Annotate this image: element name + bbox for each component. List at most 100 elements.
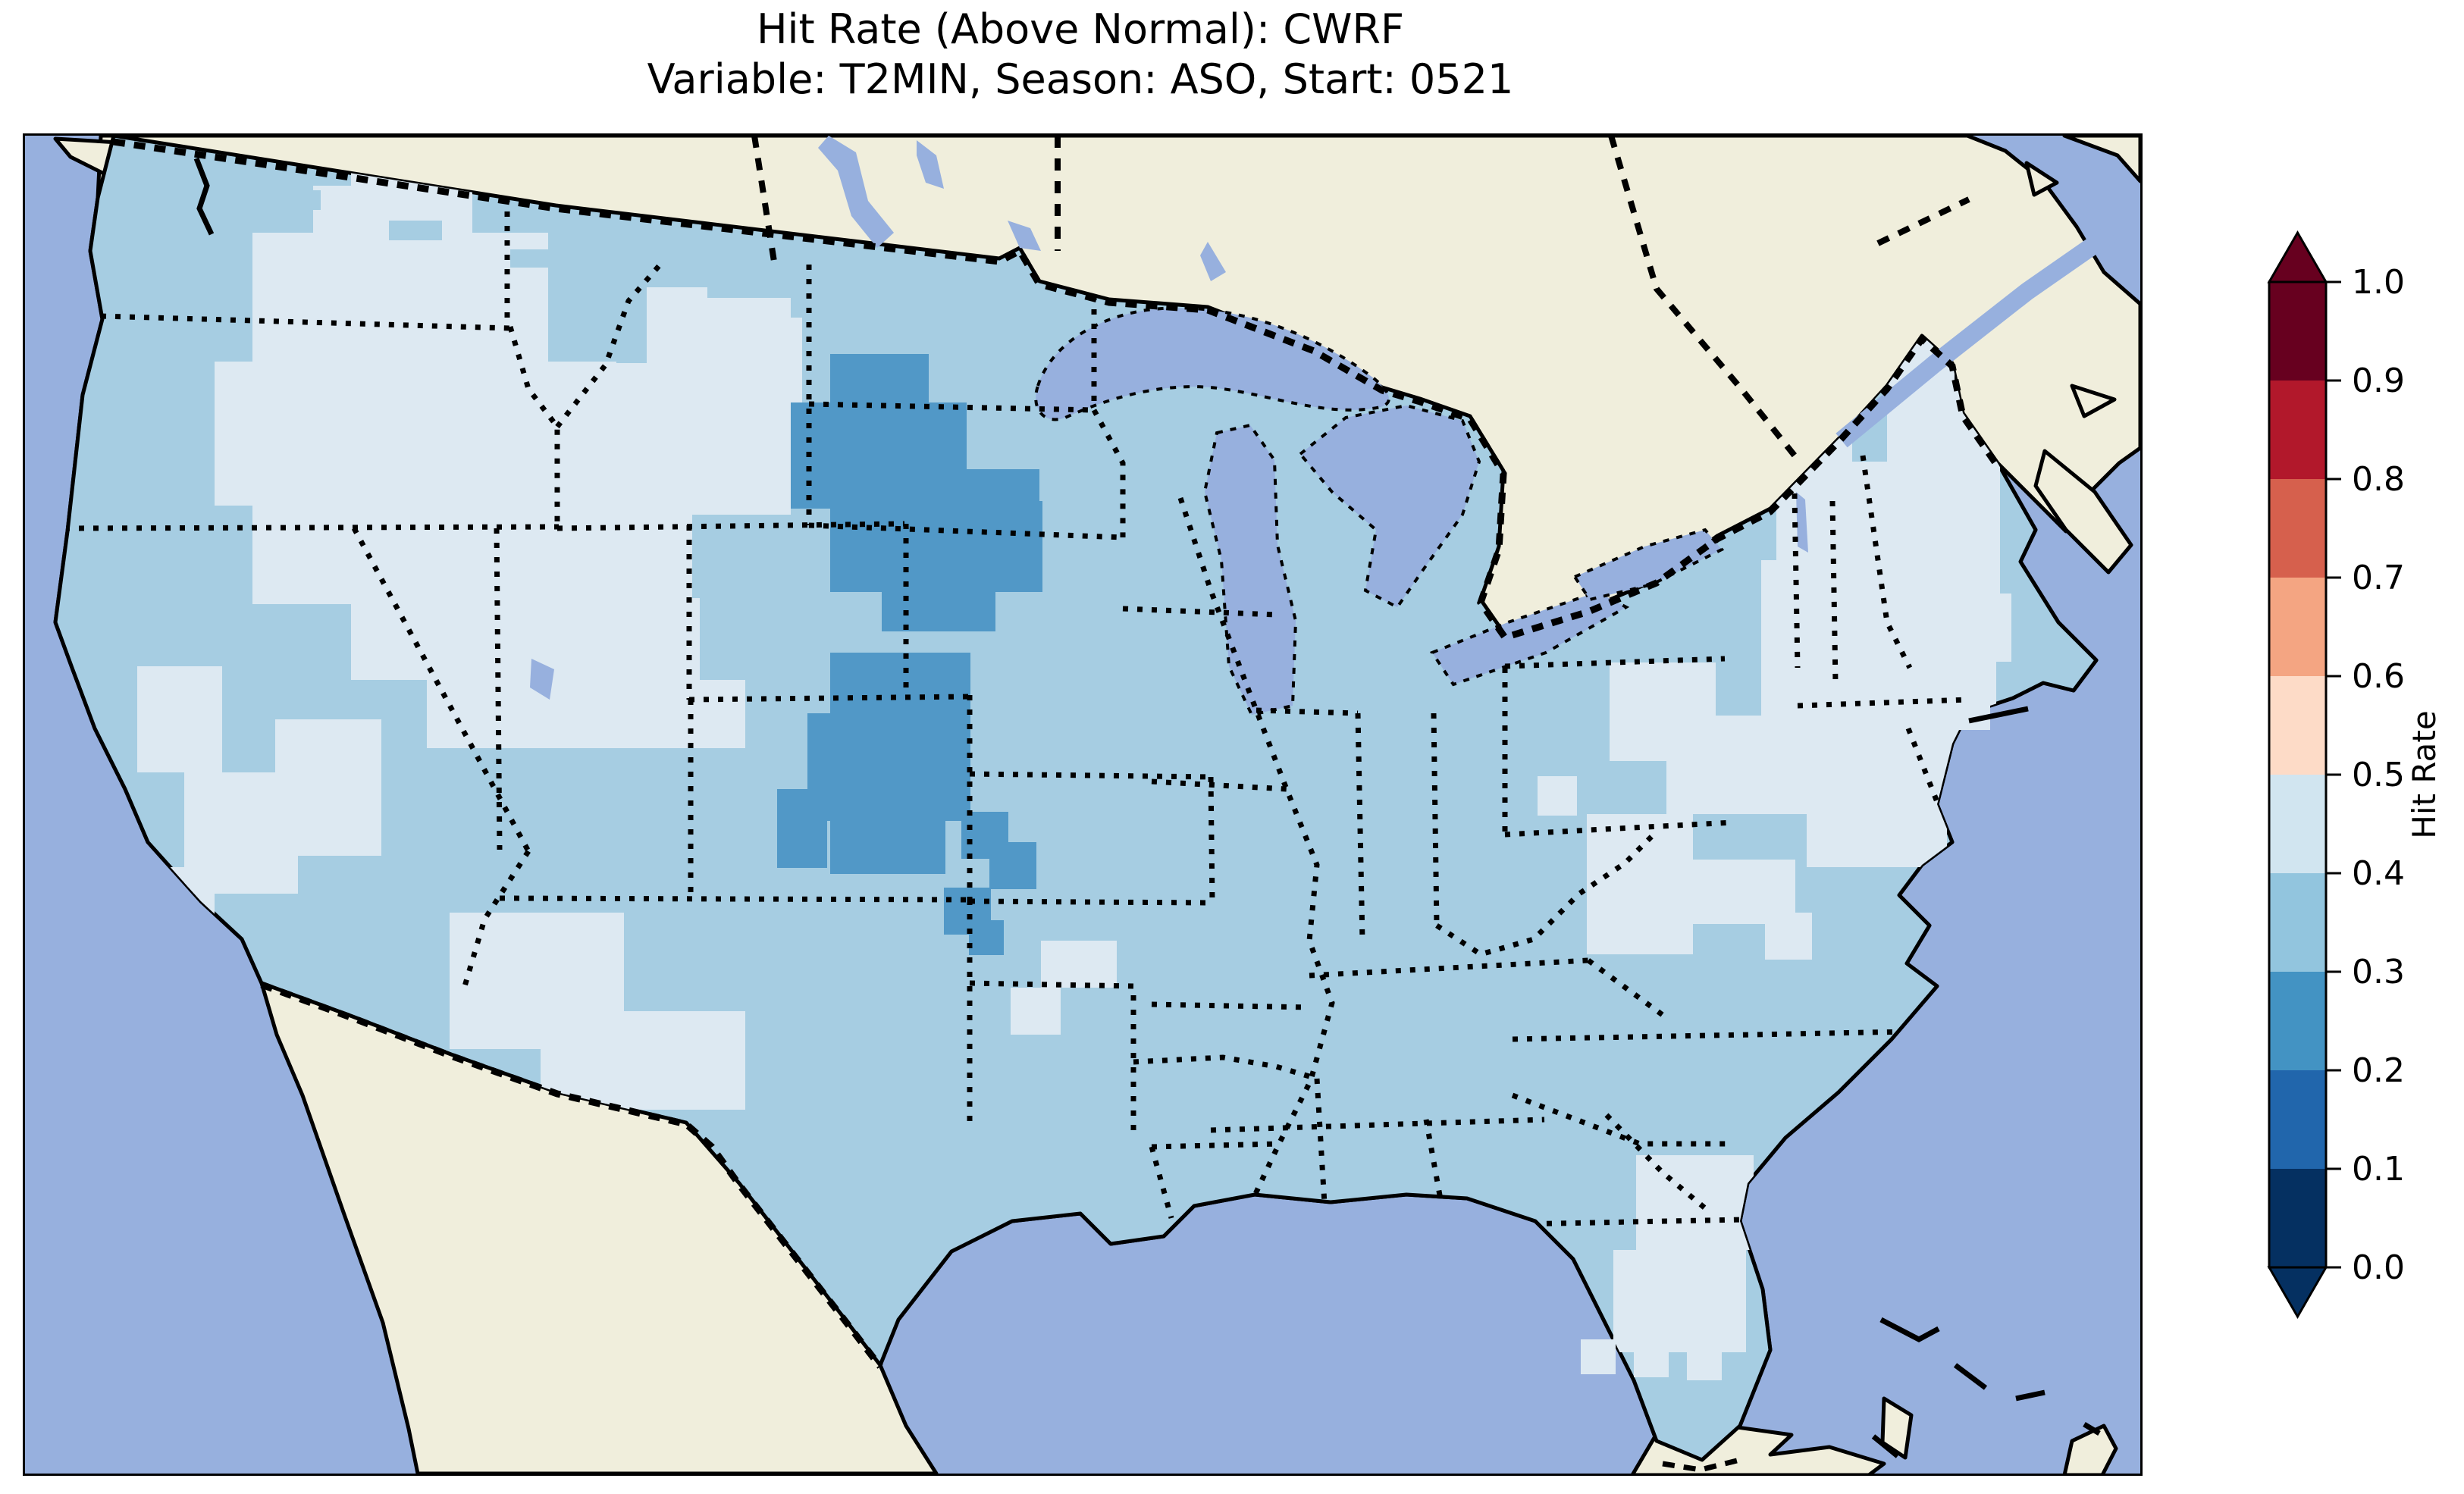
chart-title: Hit Rate (Above Normal): CWRF Variable: …: [23, 5, 2138, 105]
hit-rate-cell: [1538, 776, 1577, 816]
colorbar-bin: [2269, 972, 2326, 1070]
long-island: [1968, 706, 2029, 724]
hit-rate-cell: [791, 402, 967, 509]
canada-province-borders: [751, 136, 1970, 458]
andros-island: [1880, 1396, 1914, 1460]
colorbar-axis-label: Hit Rate: [2406, 710, 2443, 838]
hit-rate-cell: [1041, 941, 1117, 988]
great-lakes: [1034, 306, 1725, 717]
colorbar-bin: [2269, 1070, 2326, 1169]
us-canada-border: [113, 138, 2001, 642]
colorbar-tick-label: 0.3: [2352, 953, 2405, 991]
colorbar-bin: [2269, 578, 2326, 676]
great-salt-lake: [530, 659, 554, 700]
nova-scotia: [2033, 449, 2133, 575]
hit-rate-cell: [275, 719, 381, 856]
hit-rate-cell: [252, 233, 548, 362]
hit-rate-cell: [541, 1011, 745, 1110]
colorbar-tick-label: 0.4: [2352, 854, 2405, 893]
colorbar-bin: [2269, 873, 2326, 972]
bahamas-5: [2083, 1421, 2101, 1436]
hit-rate-cell: [139, 158, 192, 180]
lake-of-the-woods: [1008, 221, 1041, 251]
hit-rate-cell: [1634, 1342, 1669, 1377]
lake-nipigon: [1200, 242, 1226, 281]
region-dakotas-low: [791, 354, 1042, 631]
region-florida-stray-cells: [1581, 1339, 1722, 1380]
bahamas-4: [1871, 1434, 1900, 1458]
colorbar-bin: [2269, 479, 2326, 578]
hit-rate-cell: [1581, 1339, 1616, 1374]
prince-edward-island: [2070, 384, 2117, 418]
hit-rate-cell: [830, 819, 945, 874]
lake-winnipeg: [818, 136, 894, 248]
colorbar-bin: [2269, 676, 2326, 775]
hit-rate-cell: [1966, 594, 2011, 662]
lake-ontario: [1572, 528, 1725, 602]
hit-rate-cell: [268, 190, 321, 210]
st-lawrence-river: [1835, 225, 2117, 448]
newfoundland-corner: [2062, 136, 2140, 183]
hit-rate-cell: [1687, 1345, 1722, 1380]
hit-rate-cell: [510, 249, 571, 268]
colorbar-extend-max-arrow: [2267, 230, 2328, 283]
colorbar-tick-label: 1.0: [2352, 263, 2405, 302]
cuba-east-islet: [2062, 1424, 2118, 1474]
hit-rate-cell: [1765, 913, 1812, 960]
colorbar: 1.0 0.9 0.8 0.7 0.6 0.5 0.4 0.3 0.2 0.1 0.0 Hit Ra…: [2267, 230, 2443, 1320]
hit-rate-cell: [989, 842, 1036, 889]
colorbar-tick-label: 0.6: [2352, 657, 2405, 696]
hit-rate-cell: [777, 789, 827, 868]
bahamas-1: [1879, 1317, 1940, 1342]
hit-rate-cell: [1636, 1155, 1754, 1250]
lake-huron: [1298, 403, 1481, 609]
bahamas-2: [1953, 1363, 1988, 1390]
hit-rate-cell: [1807, 788, 1947, 867]
hit-rate-cell: [389, 221, 442, 240]
colorbar-bin: [2269, 282, 2326, 381]
puget-sound: [193, 157, 215, 236]
colorbar-tick-label: 0.8: [2352, 460, 2405, 499]
colorbar-tick-label: 0.2: [2352, 1051, 2405, 1090]
lake-manitoba: [917, 140, 944, 189]
canada-lakes: [530, 136, 1808, 700]
hit-rate-cell: [950, 469, 1039, 569]
colorbar-tick-label: 0.1: [2352, 1150, 2405, 1189]
hit-rate-cell: [969, 920, 1004, 955]
coastal-details: [193, 157, 2101, 1473]
colorbar-ticks: 1.0 0.9 0.8 0.7 0.6 0.5 0.4 0.3 0.2 0.1 0.0: [2326, 263, 2405, 1287]
title-line-2: Variable: T2MIN, Season: ASO, Start: 052…: [647, 55, 1514, 103]
lake-superior: [1034, 306, 1390, 421]
colorbar-tick-label: 0.0: [2352, 1248, 2405, 1287]
region-colorado-kansas-low: [777, 653, 1036, 955]
us-mexico-border: [260, 981, 883, 1369]
hit-rate-cell: [707, 281, 791, 298]
hit-rate-cell: [1587, 814, 1693, 954]
region-texas-north: [1011, 941, 1117, 1035]
colorbar-tick-label: 0.9: [2352, 362, 2405, 400]
national-borders: [113, 138, 2001, 1369]
colorbar-bin: [2269, 381, 2326, 479]
map-axes: [23, 133, 2143, 1476]
lake-champlain: [1796, 492, 1808, 553]
hit-rate-cell: [882, 584, 995, 631]
lake-michigan: [1202, 423, 1298, 717]
title-line-1: Hit Rate (Above Normal): CWRF: [756, 5, 1405, 53]
hit-rate-cell: [137, 666, 222, 772]
hit-rate-cell: [1613, 1250, 1746, 1352]
colorbar-bin: [2269, 1169, 2326, 1267]
colorbar-extend-min-arrow: [2267, 1266, 2328, 1320]
hit-rate-cell: [807, 713, 970, 821]
region-canada-border-cells: [139, 158, 995, 309]
region-florida-south: [1613, 1155, 1754, 1352]
hit-rate-cell: [427, 680, 745, 748]
hit-rate-cell: [1011, 988, 1061, 1035]
hit-rate-cell: [897, 293, 995, 309]
gulf-islands-ne: [2024, 161, 2059, 197]
colorbar-bin: [2269, 775, 2326, 873]
colorbar-bins: [2269, 282, 2326, 1267]
colorbar-tick-label: 0.7: [2352, 559, 2405, 597]
conus-map: [25, 136, 2140, 1474]
bahamas-3: [2015, 1389, 2045, 1402]
